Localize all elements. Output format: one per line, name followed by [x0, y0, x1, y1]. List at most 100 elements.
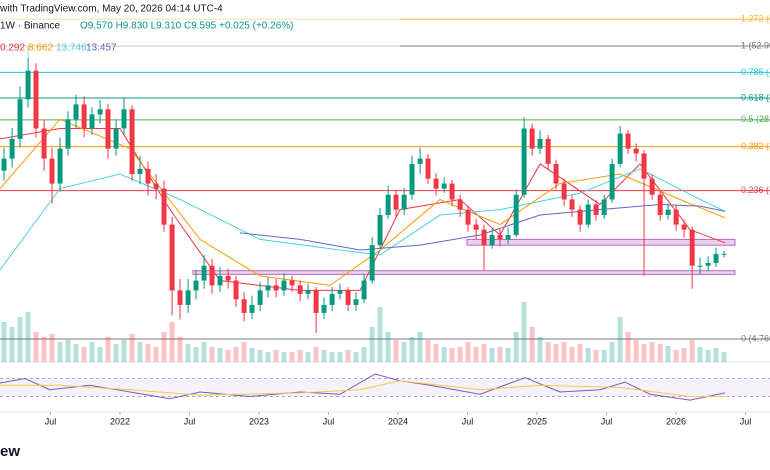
x-tick-label: 2023 [249, 416, 269, 426]
rsi-band [0, 378, 770, 397]
volume-bar [81, 347, 87, 362]
candle-body [569, 199, 575, 210]
candle-body [121, 109, 127, 129]
candle-body [257, 290, 263, 305]
volume-bar [177, 337, 183, 362]
volume-bar [433, 344, 439, 362]
volume-bar [697, 347, 703, 362]
candle-body [593, 204, 599, 216]
x-tick-label: 2024 [388, 416, 408, 426]
candle-body [489, 234, 495, 246]
candle-body [25, 70, 31, 100]
candle-body [513, 194, 519, 235]
volume-bar [417, 332, 423, 362]
candle-body [137, 168, 143, 174]
indicator-value: 8.662 [28, 43, 53, 54]
volume-bar [633, 340, 639, 362]
volume-bar [281, 352, 287, 362]
candle-body [721, 253, 727, 255]
candle-body [425, 158, 431, 179]
candle-body [329, 293, 335, 305]
candle-body [209, 265, 215, 286]
volume-bar [497, 347, 503, 362]
candle-body [161, 188, 167, 225]
volume-bar [369, 327, 375, 362]
candle-body [353, 299, 359, 305]
candle-body [393, 194, 399, 210]
candle-body [681, 224, 687, 230]
volume-bar [673, 350, 679, 362]
candle-body [233, 280, 239, 300]
volume-bar [457, 347, 463, 362]
volume-bar [553, 344, 559, 362]
volume-bar [17, 317, 23, 362]
volume-bar [617, 317, 623, 362]
candle-body [249, 304, 255, 313]
candle-body [673, 209, 679, 225]
candle-body [305, 290, 311, 294]
candle-body [385, 194, 391, 216]
volume-bar [137, 342, 143, 362]
candle-body [297, 285, 303, 294]
candle-body [457, 199, 463, 210]
candle-body [241, 299, 247, 313]
volume-bar [561, 342, 567, 362]
fib-label: 1.272 (6 [741, 14, 770, 24]
candle-body [633, 148, 639, 154]
volume-bar [609, 342, 615, 362]
volume-bar [289, 352, 295, 362]
x-tick-label: 2026 [666, 416, 686, 426]
volume-bar [97, 347, 103, 362]
candle-body [41, 128, 47, 159]
x-tick-label: Jul [462, 416, 474, 426]
moving-average [0, 127, 726, 291]
header-symbol: 1W · Binance [0, 21, 60, 32]
volume-bar [361, 347, 367, 362]
volume-bar [25, 312, 31, 362]
candle-body [465, 209, 471, 225]
volume-bar [145, 344, 151, 362]
volume-bar [297, 350, 303, 362]
candle-body [553, 163, 559, 184]
volume-bar [473, 347, 479, 362]
candle-body [657, 194, 663, 216]
volume-bar [345, 350, 351, 362]
candle-body [617, 133, 623, 164]
candle-body [641, 153, 647, 179]
volume-bar [425, 340, 431, 362]
fib-label: 0.236 (1 [741, 185, 770, 195]
fib-label: 0 (4.760 [741, 333, 770, 343]
candle-body [313, 290, 319, 313]
x-tick-label: 2025 [527, 416, 547, 426]
candle-body [505, 234, 511, 240]
candle-body [401, 194, 407, 210]
candle-body [265, 285, 271, 291]
volume-bar [337, 352, 343, 362]
volume-bar [705, 350, 711, 362]
candle-body [601, 199, 607, 216]
volume-bar [169, 322, 175, 362]
header-ohlc: O9.570 H9.830 L9.310 C9.595 +0.025 (+0.2… [80, 21, 294, 32]
volume-bar [225, 350, 231, 362]
volume-bar [185, 344, 191, 362]
candle-body [217, 275, 223, 286]
candle-body [481, 229, 487, 246]
volume-bar [393, 340, 399, 362]
candle-body [177, 290, 183, 305]
candle-body [545, 138, 551, 164]
candle-body [561, 183, 567, 200]
volume-bar [89, 342, 95, 362]
volume-bar [489, 348, 495, 362]
volume-bar [9, 327, 15, 362]
candle-body [337, 290, 343, 294]
volume-bar [57, 342, 63, 362]
candle-body [129, 109, 135, 174]
volume-bar [505, 348, 511, 362]
volume-bar [601, 350, 607, 362]
x-tick-label: 2022 [110, 416, 130, 426]
candle-body [697, 265, 703, 267]
volume-bar [625, 332, 631, 362]
candle-body [665, 209, 671, 216]
candle-body [585, 204, 591, 225]
